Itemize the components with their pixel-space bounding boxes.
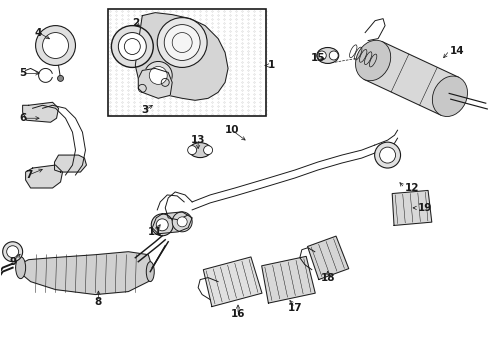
Circle shape — [203, 146, 212, 154]
Text: 13: 13 — [190, 135, 205, 145]
Polygon shape — [135, 13, 227, 100]
Circle shape — [151, 214, 173, 236]
Circle shape — [7, 246, 19, 258]
Ellipse shape — [431, 76, 467, 117]
Bar — [108, 9, 265, 116]
Polygon shape — [55, 155, 86, 172]
Circle shape — [374, 142, 400, 168]
Text: 16: 16 — [230, 310, 245, 319]
Polygon shape — [16, 252, 152, 294]
Circle shape — [187, 146, 196, 154]
Circle shape — [317, 51, 325, 60]
Circle shape — [172, 212, 192, 232]
Text: 19: 19 — [417, 203, 431, 213]
Circle shape — [2, 242, 22, 262]
Text: 12: 12 — [404, 183, 418, 193]
Text: 6: 6 — [19, 113, 26, 123]
Text: 2: 2 — [131, 18, 139, 28]
Text: 3: 3 — [142, 105, 149, 115]
Polygon shape — [391, 190, 431, 225]
Circle shape — [177, 217, 187, 227]
Text: 1: 1 — [267, 60, 275, 71]
Ellipse shape — [16, 257, 25, 279]
Text: 7: 7 — [25, 170, 32, 180]
Circle shape — [164, 24, 200, 60]
Circle shape — [144, 62, 172, 89]
Circle shape — [111, 26, 153, 67]
Polygon shape — [22, 102, 59, 122]
Circle shape — [58, 75, 63, 81]
Ellipse shape — [316, 48, 338, 63]
Polygon shape — [152, 212, 192, 234]
Circle shape — [118, 32, 146, 60]
Text: 17: 17 — [287, 302, 302, 312]
Text: 5: 5 — [19, 68, 26, 78]
Text: 4: 4 — [35, 28, 42, 37]
Text: 8: 8 — [95, 297, 102, 306]
Polygon shape — [364, 41, 458, 115]
Circle shape — [328, 51, 338, 60]
Circle shape — [156, 219, 168, 231]
Text: 15: 15 — [310, 54, 325, 63]
Circle shape — [36, 26, 75, 66]
Ellipse shape — [146, 262, 154, 282]
Polygon shape — [261, 256, 315, 303]
Circle shape — [157, 18, 207, 67]
Text: 14: 14 — [448, 45, 463, 55]
Text: 9: 9 — [9, 257, 16, 267]
Polygon shape — [307, 236, 348, 279]
Ellipse shape — [355, 40, 390, 81]
Circle shape — [42, 32, 68, 58]
Text: 11: 11 — [148, 227, 162, 237]
Text: 10: 10 — [224, 125, 239, 135]
Ellipse shape — [189, 143, 211, 158]
Polygon shape — [138, 68, 172, 98]
Polygon shape — [25, 165, 62, 188]
Polygon shape — [203, 257, 262, 307]
Circle shape — [379, 147, 395, 163]
Text: 18: 18 — [320, 273, 334, 283]
Circle shape — [149, 67, 167, 84]
